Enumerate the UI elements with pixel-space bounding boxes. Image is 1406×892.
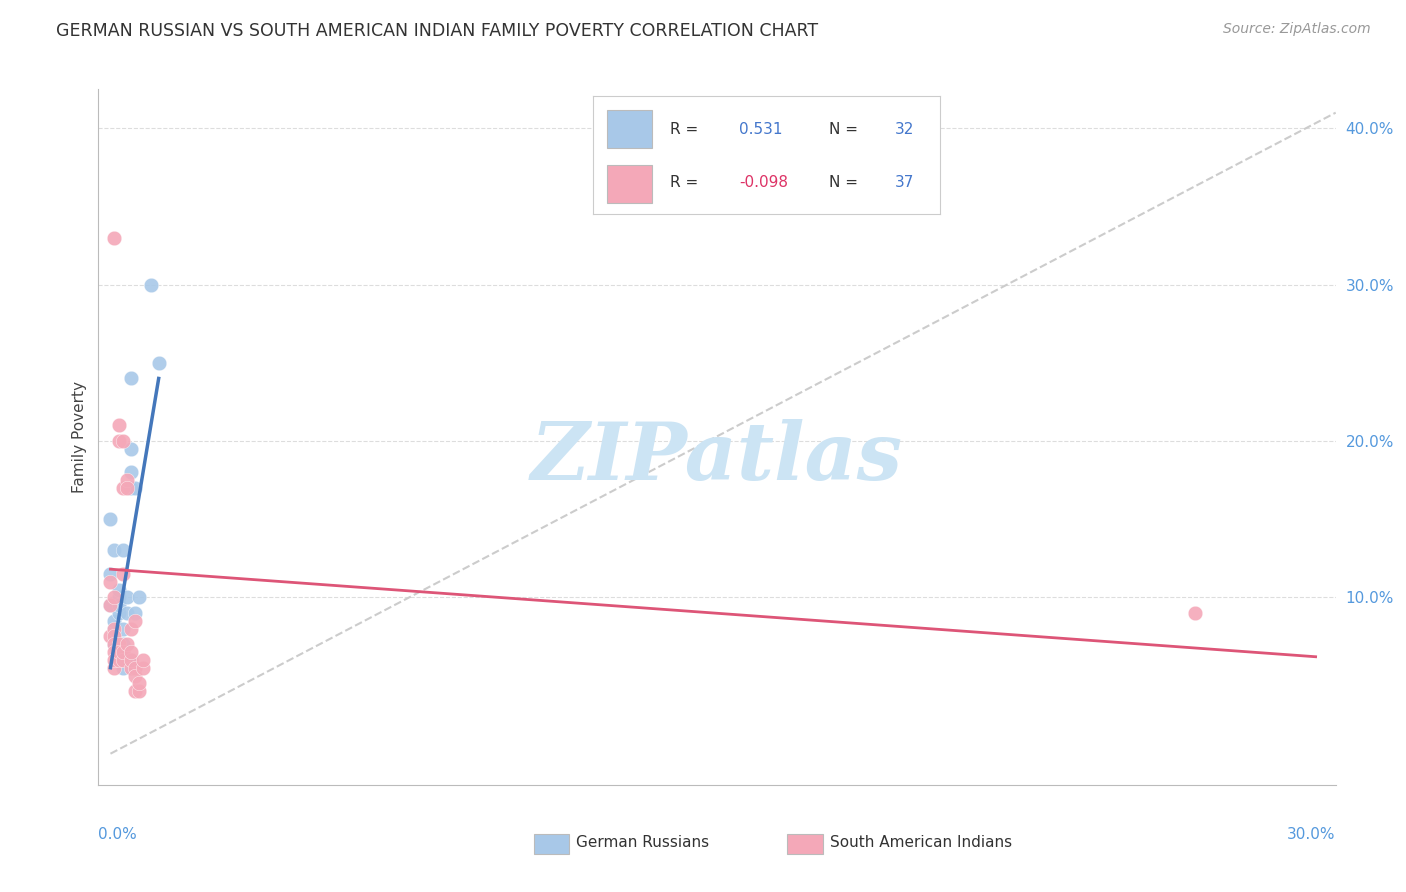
Point (107, 653, 129, 667)
Point (120, 661, 142, 675)
Point (120, 653, 142, 667)
Point (115, 637, 138, 651)
Point (107, 591, 129, 605)
Point (111, 434, 134, 448)
Point (111, 653, 134, 667)
Point (124, 614, 146, 628)
Point (124, 481, 146, 495)
Point (103, 629, 125, 643)
Point (115, 653, 138, 667)
Point (103, 622, 125, 636)
Point (124, 668, 146, 682)
Point (115, 481, 138, 495)
Point (124, 606, 146, 620)
Point (107, 645, 129, 659)
Point (111, 543, 134, 558)
Point (103, 231, 125, 245)
Point (103, 637, 125, 651)
Point (120, 481, 142, 495)
Point (111, 653, 134, 667)
Point (148, 356, 170, 370)
Point (100, 598, 122, 612)
Point (103, 637, 125, 651)
Point (103, 653, 125, 667)
Point (111, 622, 134, 636)
Point (107, 653, 129, 667)
Point (124, 661, 146, 675)
Point (111, 661, 134, 675)
Point (107, 582, 129, 597)
Text: German Russians: German Russians (576, 836, 710, 850)
Point (1184, 606, 1206, 620)
Point (103, 543, 125, 558)
Point (100, 566, 122, 581)
Text: 30.0%: 30.0% (1288, 827, 1336, 842)
Point (100, 512, 122, 526)
Point (120, 371, 142, 385)
Point (131, 661, 153, 675)
Point (100, 629, 122, 643)
Point (107, 418, 129, 433)
Text: Source: ZipAtlas.com: Source: ZipAtlas.com (1223, 22, 1371, 37)
Point (103, 645, 125, 659)
Point (139, 277, 162, 292)
Point (107, 645, 129, 659)
Point (111, 645, 134, 659)
Point (128, 591, 150, 605)
Point (120, 653, 142, 667)
Point (128, 684, 150, 698)
Text: South American Indians: South American Indians (830, 836, 1012, 850)
Point (107, 606, 129, 620)
Point (120, 465, 142, 479)
Point (128, 676, 150, 690)
Point (124, 684, 146, 698)
Point (131, 653, 153, 667)
Point (103, 661, 125, 675)
Point (111, 481, 134, 495)
Point (120, 442, 142, 456)
Point (115, 473, 138, 487)
Point (111, 566, 134, 581)
Text: 0.0%: 0.0% (98, 827, 138, 842)
Point (111, 637, 134, 651)
Point (107, 598, 129, 612)
Point (100, 598, 122, 612)
Point (103, 622, 125, 636)
Point (120, 645, 142, 659)
Point (103, 629, 125, 643)
Text: ZIPatlas: ZIPatlas (531, 419, 903, 497)
Point (120, 622, 142, 636)
Point (107, 434, 129, 448)
Point (100, 574, 122, 589)
Y-axis label: Family Poverty: Family Poverty (72, 381, 87, 493)
Point (115, 606, 138, 620)
Point (115, 591, 138, 605)
Point (103, 614, 125, 628)
Point (103, 591, 125, 605)
Point (107, 637, 129, 651)
Text: GERMAN RUSSIAN VS SOUTH AMERICAN INDIAN FAMILY POVERTY CORRELATION CHART: GERMAN RUSSIAN VS SOUTH AMERICAN INDIAN … (56, 22, 818, 40)
